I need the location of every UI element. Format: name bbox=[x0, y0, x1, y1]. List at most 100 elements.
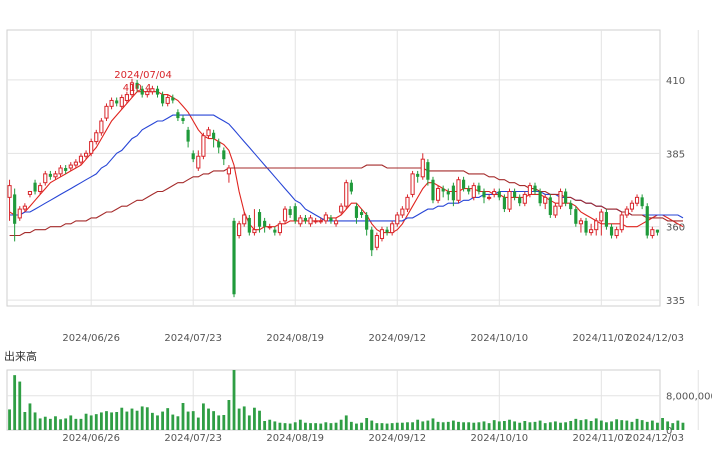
volume-bar bbox=[548, 422, 552, 430]
volume-bar bbox=[543, 423, 547, 430]
candle-body-up bbox=[374, 235, 379, 248]
volume-bar bbox=[18, 381, 22, 430]
candle-body-up bbox=[594, 220, 599, 231]
candle-body-down bbox=[416, 173, 420, 177]
candle-body-down bbox=[482, 191, 486, 198]
volume-bar bbox=[43, 416, 47, 430]
candle-body-down bbox=[232, 220, 236, 295]
candle-body-up bbox=[282, 208, 288, 222]
candle-body-down bbox=[359, 212, 364, 215]
volume-bar bbox=[676, 420, 680, 430]
volume-bar bbox=[518, 422, 522, 430]
volume-bar bbox=[554, 421, 557, 430]
volume-y-tick-label: 0 bbox=[666, 426, 672, 437]
candle-body-down bbox=[385, 229, 389, 233]
candle-body-up bbox=[206, 129, 211, 137]
volume-bar bbox=[202, 403, 205, 430]
volume-bar bbox=[161, 411, 165, 430]
volume-bar bbox=[635, 418, 639, 430]
candle-body-down bbox=[33, 182, 37, 192]
volume-bar bbox=[222, 415, 226, 430]
volume-bar bbox=[533, 421, 537, 430]
candle-body-up bbox=[578, 220, 584, 225]
candle-body-down bbox=[451, 185, 455, 201]
volume-bar bbox=[130, 408, 134, 430]
candle-body-up bbox=[78, 155, 84, 163]
volume-bar bbox=[594, 418, 598, 430]
candle-body-down bbox=[655, 229, 660, 233]
volume-bar bbox=[579, 420, 583, 430]
volume-bar bbox=[298, 419, 302, 430]
candle-body-down bbox=[191, 153, 195, 160]
volume-bar bbox=[462, 422, 465, 430]
candle-body-down bbox=[640, 197, 644, 207]
volume-bar bbox=[457, 421, 460, 430]
candle-body-up bbox=[43, 173, 48, 184]
candle-body-down bbox=[217, 141, 221, 148]
candle-body-up bbox=[487, 196, 492, 199]
candle-body-up bbox=[196, 155, 201, 169]
price-x-tick-label: 2024/07/23 bbox=[164, 333, 222, 344]
candle-body-down bbox=[497, 191, 501, 198]
volume-bar bbox=[273, 421, 277, 430]
volume-bar bbox=[681, 422, 685, 430]
candle-body-up bbox=[614, 229, 619, 237]
volume-bar bbox=[513, 421, 517, 430]
candle-body-up bbox=[624, 208, 629, 216]
volume-bar bbox=[605, 422, 608, 430]
volume-bar bbox=[135, 410, 139, 430]
candle-body-up bbox=[89, 141, 94, 154]
volume-bar bbox=[446, 421, 450, 430]
candle-body-down bbox=[161, 94, 165, 104]
volume-bar bbox=[528, 422, 532, 430]
volume-bar bbox=[38, 418, 42, 430]
volume-bar bbox=[207, 408, 210, 430]
candle-body-up bbox=[129, 82, 135, 96]
candle-body-up bbox=[405, 196, 410, 210]
candle-body-up bbox=[53, 173, 58, 178]
volume-bar bbox=[406, 422, 409, 430]
volume-bar bbox=[395, 422, 399, 430]
volume-bar bbox=[589, 421, 593, 430]
volume-bar bbox=[411, 422, 414, 430]
volume-bar bbox=[59, 419, 62, 430]
volume-bar bbox=[191, 411, 195, 430]
candle-body-up bbox=[7, 185, 12, 198]
volume-bar bbox=[28, 403, 32, 430]
volume-bar bbox=[671, 423, 675, 430]
volume-bar bbox=[441, 422, 445, 430]
candle-body-up bbox=[558, 190, 563, 207]
candle-body-down bbox=[181, 118, 185, 122]
candle-body-up bbox=[379, 229, 385, 239]
volume-bar bbox=[232, 370, 236, 430]
volume-bar bbox=[54, 416, 57, 430]
candle-body-up bbox=[436, 188, 441, 201]
volume-bar bbox=[645, 421, 649, 430]
volume-x-tick-label: 2024/11/07 bbox=[573, 433, 631, 444]
volume-bar bbox=[13, 375, 17, 430]
volume-bar bbox=[344, 415, 348, 430]
volume-bar bbox=[304, 422, 307, 430]
volume-bar bbox=[171, 414, 175, 430]
volume-bar bbox=[508, 419, 511, 430]
volume-bar bbox=[263, 421, 267, 430]
candle-body-down bbox=[186, 129, 190, 142]
candle-body-down bbox=[609, 226, 614, 236]
price-x-tick-label: 2024/12/03 bbox=[626, 333, 684, 344]
candle-body-down bbox=[293, 206, 297, 221]
candle-body-up bbox=[298, 217, 303, 225]
candle-body-down bbox=[349, 182, 353, 192]
candle-body-down bbox=[564, 191, 568, 204]
price-y-tick-label: 335 bbox=[666, 296, 685, 307]
candle-body-down bbox=[584, 220, 588, 233]
volume-bar bbox=[492, 420, 496, 430]
volume-bar bbox=[615, 419, 619, 430]
candle-body-down bbox=[477, 185, 481, 192]
volume-bar bbox=[482, 421, 486, 430]
volume-bar bbox=[360, 422, 363, 430]
candle-body-up bbox=[400, 208, 405, 216]
candle-body-down bbox=[64, 168, 68, 171]
volume-y-tick-label: 8,000,000 bbox=[666, 392, 712, 403]
